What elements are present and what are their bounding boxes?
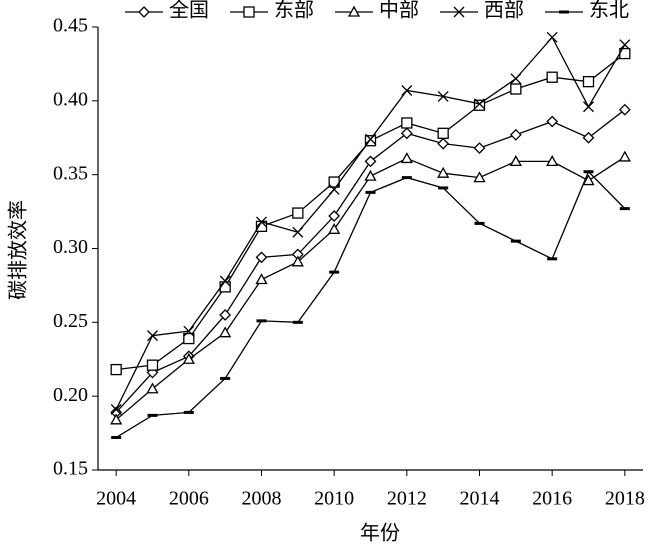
y-tick-label: 0.40	[53, 88, 88, 110]
marker	[509, 155, 522, 167]
marker	[437, 137, 450, 150]
marker	[546, 155, 559, 167]
x-axis-label: 年份	[360, 522, 400, 545]
marker	[582, 131, 595, 144]
marker	[437, 90, 449, 102]
marker	[292, 207, 304, 219]
marker	[328, 210, 341, 222]
marker	[437, 166, 450, 178]
marker	[401, 85, 413, 96]
marker	[546, 115, 559, 128]
marker	[364, 135, 377, 147]
legend-label: 东北	[589, 0, 629, 22]
marker	[146, 359, 159, 371]
legend-marker	[243, 6, 255, 18]
legend-label: 中部	[379, 0, 419, 22]
y-tick-label: 0.25	[53, 310, 88, 332]
y-tick-label: 0.15	[53, 458, 88, 480]
marker	[473, 142, 486, 155]
marker	[328, 222, 341, 234]
marker	[546, 31, 558, 43]
marker	[583, 101, 594, 113]
marker	[618, 103, 631, 116]
marker	[365, 133, 376, 145]
marker	[510, 73, 522, 85]
marker	[147, 330, 158, 342]
x-tick-label: 2010	[314, 488, 354, 510]
marker	[110, 403, 122, 415]
y-tick-label: 0.35	[53, 162, 88, 184]
marker	[510, 83, 522, 95]
marker	[183, 325, 195, 337]
marker	[110, 363, 122, 376]
marker	[546, 71, 558, 83]
marker	[473, 171, 486, 183]
marker	[255, 251, 268, 264]
marker	[473, 99, 486, 111]
marker	[219, 275, 231, 287]
marker	[401, 117, 413, 129]
marker	[509, 128, 522, 141]
x-tick-label: 2012	[387, 488, 427, 510]
marker	[364, 169, 377, 181]
legend-label: 全国	[169, 0, 209, 22]
legend-label: 西部	[484, 0, 524, 22]
marker	[146, 382, 159, 394]
marker	[292, 226, 304, 238]
marker	[110, 413, 123, 425]
series-line	[116, 53, 626, 371]
marker	[291, 255, 304, 267]
marker	[619, 39, 631, 51]
x-tick-label: 2008	[242, 488, 282, 510]
marker	[328, 183, 340, 195]
y-tick-label: 0.30	[53, 236, 88, 258]
y-tick-label: 0.45	[53, 15, 88, 37]
series-line	[115, 36, 626, 410]
series-line	[115, 156, 626, 421]
y-axis-label: 碳排放效率	[7, 200, 30, 300]
marker	[219, 309, 232, 321]
marker	[437, 127, 449, 139]
marker	[183, 332, 195, 345]
marker	[255, 273, 268, 285]
marker	[400, 152, 413, 164]
marker	[582, 75, 595, 88]
marker	[364, 155, 377, 168]
marker	[256, 216, 267, 228]
x-tick-label: 2006	[169, 488, 209, 510]
marker	[582, 174, 595, 186]
series-line	[115, 170, 626, 439]
marker	[400, 127, 413, 140]
legend-marker	[347, 5, 361, 17]
legend-label: 东部	[274, 0, 314, 22]
legend-marker	[138, 6, 150, 18]
marker	[474, 98, 485, 110]
legend-marker	[453, 6, 465, 18]
series-line	[115, 109, 626, 413]
marker	[618, 150, 631, 162]
marker	[182, 352, 195, 364]
marker	[219, 326, 232, 338]
x-tick-label: 2004	[96, 488, 136, 510]
x-tick-label: 2018	[605, 488, 645, 510]
y-tick-label: 0.20	[53, 384, 88, 406]
x-tick-label: 2016	[532, 488, 572, 510]
x-tick-label: 2014	[460, 488, 500, 510]
